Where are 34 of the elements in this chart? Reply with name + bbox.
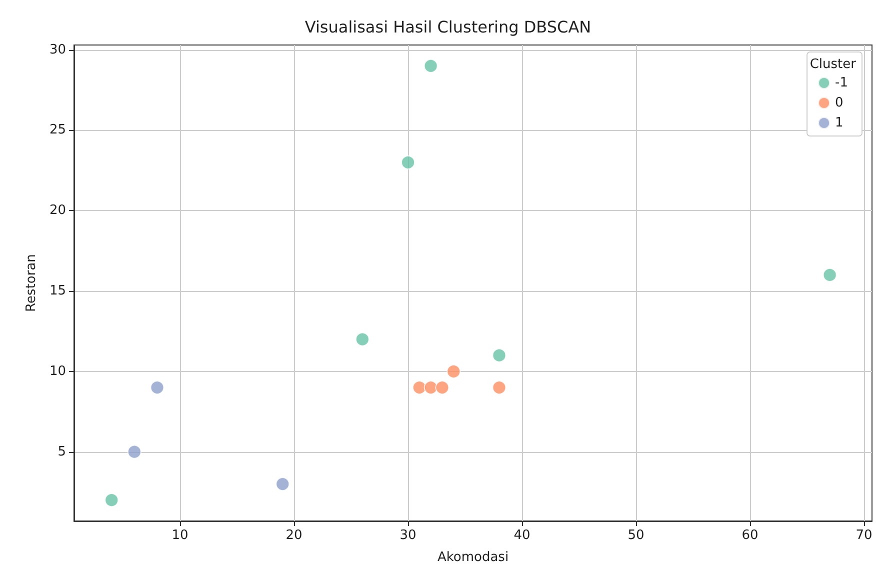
y-tick-label: 10 (49, 364, 66, 379)
point (127, 444, 142, 459)
legend-label: 1 (835, 116, 844, 130)
y-axis-title: Restoran (24, 254, 39, 312)
x-tick-label: 40 (514, 528, 530, 543)
x-tick-label: 60 (742, 528, 758, 543)
point (412, 380, 426, 395)
point (822, 268, 837, 282)
y-tick-label: 5 (58, 444, 66, 460)
y-tick-label: 30 (49, 42, 66, 58)
chart-title: Visualisasi Hasil Clustering DBSCAN (304, 18, 592, 36)
point (276, 477, 290, 492)
x-tick-label: 50 (628, 528, 644, 543)
point (424, 380, 438, 395)
x-tick-label: 30 (400, 528, 416, 543)
x-axis-title: Akomodasi (437, 550, 509, 565)
y-tick-label: 20 (49, 203, 66, 218)
x-tick-label: 70 (856, 528, 872, 543)
point (435, 380, 450, 395)
legend-label: 0 (835, 96, 844, 110)
point (150, 380, 164, 395)
y-tick-label: 15 (49, 284, 66, 299)
x-tick-label: 10 (172, 528, 188, 543)
point (104, 493, 119, 508)
legend-title: Cluster (810, 57, 857, 72)
point (446, 364, 461, 378)
point (492, 380, 506, 395)
y-tick-label: 25 (49, 122, 66, 138)
point (492, 348, 506, 362)
x-tick-label: 20 (286, 528, 302, 543)
point (424, 58, 438, 73)
legend-label: -1 (835, 76, 848, 90)
point (355, 332, 370, 346)
point (401, 155, 416, 170)
